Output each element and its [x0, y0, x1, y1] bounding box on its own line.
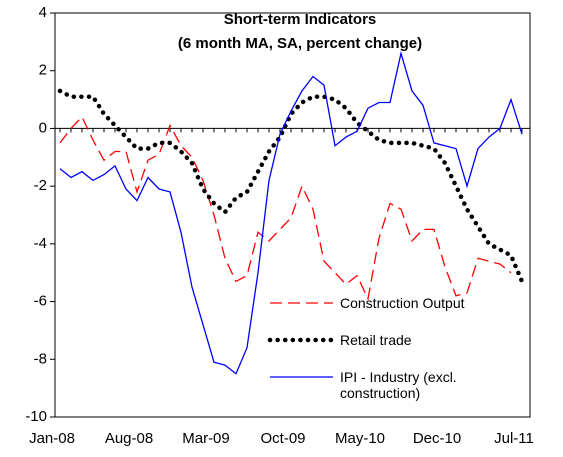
y-tick-label: -2	[34, 177, 47, 194]
chart-title: Short-term Indicators	[224, 11, 377, 28]
x-tick-label: Dec-10	[413, 430, 461, 447]
y-tick-label: -8	[34, 350, 47, 367]
x-tick-label: Mar-09	[182, 430, 230, 447]
y-tick-label: 0	[39, 119, 47, 136]
series-line	[57, 88, 525, 284]
y-tick-label: 2	[39, 62, 47, 79]
chart-subtitle: (6 month MA, SA, percent change)	[178, 35, 422, 52]
series-line	[59, 50, 523, 375]
y-tick-label: -10	[25, 408, 47, 425]
legend-label: Construction Output	[340, 295, 465, 311]
y-tick-label: 4	[39, 4, 47, 21]
y-tick-label: -4	[34, 235, 47, 252]
x-tick-label: May-10	[335, 430, 385, 447]
x-tick-label: Aug-08	[105, 430, 153, 447]
legend-label: Retail trade	[340, 332, 412, 348]
x-tick-label: Jul-11	[494, 430, 534, 447]
x-tick-label: Jan-08	[29, 430, 75, 447]
series-line	[59, 115, 512, 301]
legend-label: IPI - Industry (excl. construction)	[340, 369, 457, 401]
plot-border	[54, 12, 531, 418]
x-tick-label: Oct-09	[260, 430, 305, 447]
y-tick-label: -6	[34, 293, 47, 310]
